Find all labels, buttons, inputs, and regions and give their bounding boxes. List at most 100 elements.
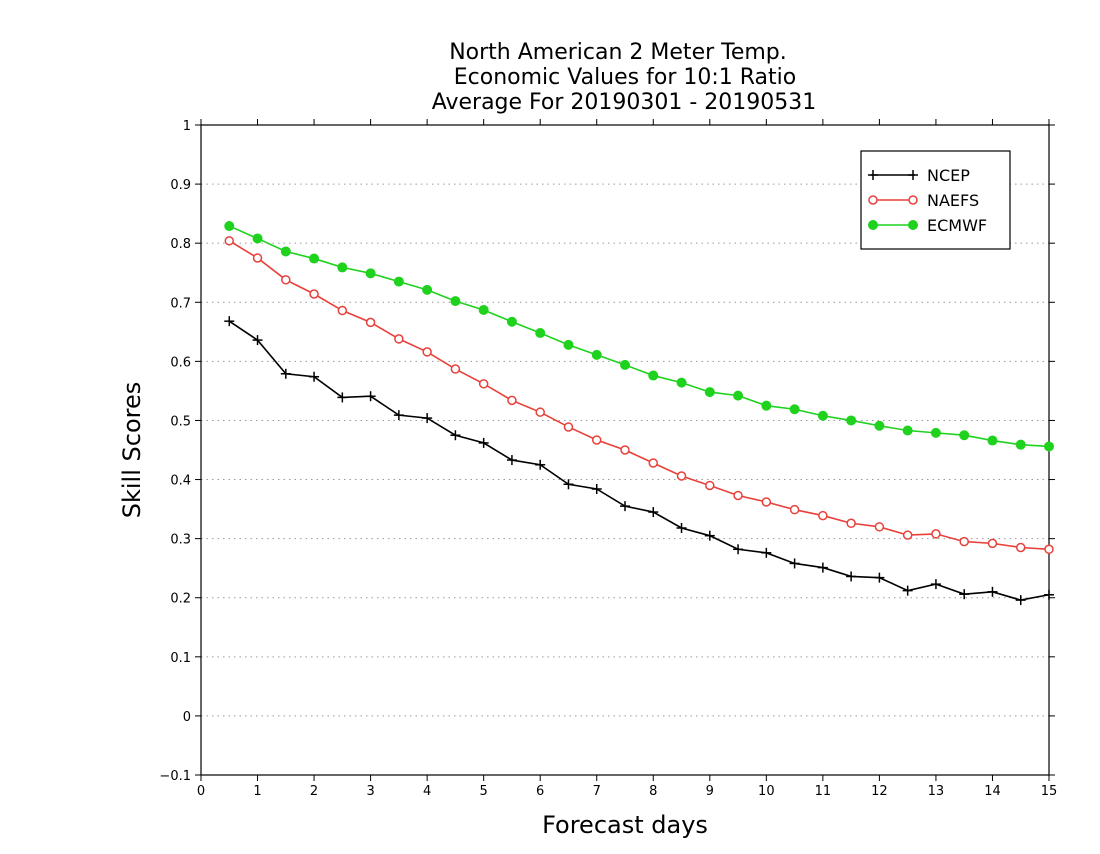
legend-marker-start (868, 195, 878, 205)
x-tick-label: 11 (815, 784, 832, 799)
ecmwf-point (563, 339, 574, 350)
legend-entry-ecmwf: ECMWF (868, 216, 987, 235)
x-axis: 0 1 2 3 4 5 6 7 8 9 10 11 12 13 14 15 (197, 119, 1057, 799)
ncep-point (846, 571, 857, 582)
ecmwf-point (620, 359, 630, 370)
ncep-point (1015, 595, 1026, 606)
ecmwf-point (789, 404, 800, 415)
ncep-point (224, 316, 235, 327)
naefs-point (648, 458, 659, 468)
y-tick-label: 0 (183, 710, 191, 725)
chart-title-line-1: North American 2 Meter Temp. (449, 40, 787, 65)
ncep-point (704, 530, 715, 541)
ecmwf-point (393, 276, 404, 287)
y-axis: −0.1 0 0.1 0.2 0.3 0.4 0.5 0.6 0.7 0.8 0.9 1 (159, 119, 1055, 784)
y-tick-label: 0.7 (170, 296, 191, 311)
ncep-point (1044, 589, 1054, 600)
naefs-point (705, 480, 715, 491)
y-tick-label: 0.8 (170, 237, 191, 252)
naefs-point (874, 522, 885, 532)
y-tick-label: 0.2 (170, 592, 191, 607)
ecmwf-point (478, 304, 489, 315)
ncep-point (817, 562, 828, 573)
ecmwf-point (676, 377, 687, 388)
naefs-point (1015, 542, 1026, 553)
naefs-point (394, 334, 404, 344)
ncep-point (478, 437, 489, 448)
ecmwf-point (591, 349, 602, 360)
ncep-point (365, 391, 376, 402)
ecmwf-point (252, 233, 263, 244)
legend-entry-ncep: NCEP (868, 166, 970, 185)
legend-label: NCEP (927, 166, 970, 185)
ncep-point (733, 544, 744, 555)
x-tick-label: 8 (649, 784, 657, 799)
naefs-point (959, 536, 969, 547)
x-tick-label: 5 (480, 784, 488, 799)
ncep-point (506, 455, 517, 466)
ncep-point (450, 430, 461, 441)
ncep-line (228, 320, 1050, 601)
legend-marker-end (908, 220, 918, 230)
naefs-point (224, 236, 235, 246)
x-tick-label: 0 (197, 784, 205, 799)
naefs-point (507, 395, 517, 406)
ecmwf-point (733, 390, 744, 401)
ecmwf-point (280, 246, 291, 257)
ecmwf-point (846, 415, 857, 426)
series-ncep (224, 316, 1054, 606)
x-tick-label: 3 (366, 784, 374, 799)
ncep-point (902, 585, 913, 596)
ecmwf-point (648, 370, 659, 381)
x-tick-label: 12 (871, 784, 888, 799)
legend-marker-end (908, 195, 918, 205)
ncep-point (252, 335, 263, 346)
naefs-point (591, 435, 602, 445)
ncep-point (393, 410, 404, 421)
chart-title-line-2: Economic Values for 10:1 Ratio (454, 65, 796, 90)
ecmwf-point (987, 435, 998, 446)
ecmwf-point (1015, 439, 1026, 450)
y-tick-label: 0.3 (170, 533, 191, 548)
x-tick-label: 14 (984, 784, 1001, 799)
naefs-point (620, 445, 630, 455)
ncep-point (535, 459, 546, 470)
x-tick-label: 10 (758, 784, 775, 799)
ecmwf-point (1044, 441, 1054, 452)
legend-marker-start (868, 170, 878, 180)
ecmwf-point (902, 425, 913, 436)
y-tick-label: 1 (183, 119, 191, 134)
x-axis-title: Forecast days (542, 811, 708, 839)
y-axis-title: Skill Scores (118, 382, 146, 519)
legend-label: ECMWF (927, 216, 987, 235)
ncep-point (280, 368, 291, 379)
ncep-point (959, 589, 970, 600)
ncep-point (789, 558, 800, 569)
ecmwf-point (365, 268, 376, 279)
ncep-point (874, 572, 885, 583)
ncep-point (930, 579, 941, 590)
ecmwf-point (761, 400, 772, 411)
naefs-point (987, 538, 998, 549)
chart-title-line-3: Average For 20190301 - 20190531 (432, 90, 817, 115)
series-ecmwf (224, 221, 1054, 452)
naefs-point (252, 253, 263, 263)
ecmwf-point (506, 316, 517, 327)
x-tick-label: 6 (536, 784, 544, 799)
ecmwf-point (930, 427, 941, 438)
ncep-point (563, 479, 574, 490)
ecmwf-line (228, 225, 1050, 448)
series-group (224, 221, 1054, 606)
ncep-point (591, 484, 602, 494)
naefs-point (733, 490, 743, 501)
naefs-point (281, 275, 291, 285)
ecmwf-point (959, 430, 970, 441)
legend-marker-start (868, 220, 878, 230)
naefs-point (563, 422, 574, 432)
ncep-point (648, 507, 659, 518)
legend-entries: NCEP NAEFS ECMWF (868, 166, 987, 235)
naefs-point (309, 289, 319, 299)
legend: NCEP NAEFS ECMWF (860, 150, 1011, 250)
naefs-point (365, 317, 376, 328)
